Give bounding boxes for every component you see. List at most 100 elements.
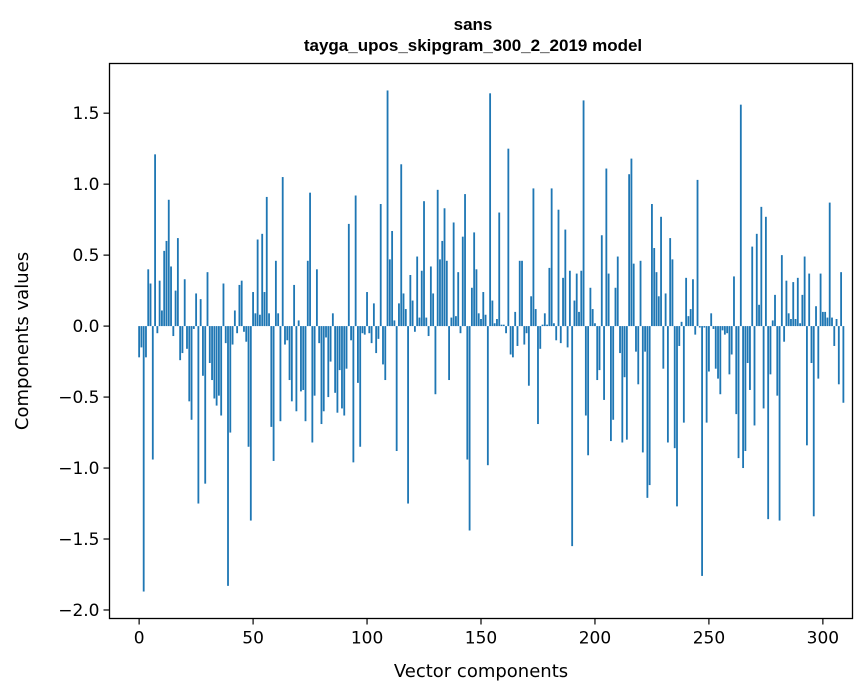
bar-273 bbox=[760, 206, 763, 327]
bar-134 bbox=[443, 208, 446, 327]
bar-145 bbox=[468, 326, 471, 531]
bar-72 bbox=[302, 326, 305, 390]
bar-203 bbox=[600, 235, 603, 327]
bar-153 bbox=[486, 326, 489, 466]
bar-159 bbox=[500, 324, 503, 327]
bar-57 bbox=[268, 313, 270, 327]
bar-132 bbox=[439, 259, 441, 327]
bar-209 bbox=[614, 287, 617, 327]
bar-157 bbox=[496, 319, 498, 327]
bar-148 bbox=[475, 269, 478, 327]
bar-196 bbox=[584, 326, 587, 416]
bar-239 bbox=[682, 326, 685, 423]
y-tick-label: 1.0 bbox=[72, 175, 99, 195]
bar-82 bbox=[325, 326, 327, 338]
bar-261 bbox=[733, 276, 735, 327]
bar-144 bbox=[466, 326, 469, 460]
bar-16 bbox=[174, 290, 177, 327]
bar-224 bbox=[648, 326, 651, 486]
bar-94 bbox=[352, 326, 355, 463]
bar-166 bbox=[516, 326, 519, 346]
bar-22 bbox=[188, 326, 191, 402]
bar-92 bbox=[347, 223, 350, 327]
bar-38 bbox=[224, 326, 227, 344]
bar-130 bbox=[434, 326, 437, 395]
bar-291 bbox=[801, 294, 804, 327]
bar-28 bbox=[202, 326, 204, 376]
bar-262 bbox=[735, 326, 738, 415]
x-tick-label: 0 bbox=[134, 629, 145, 649]
bar-198 bbox=[589, 287, 592, 327]
bar-219 bbox=[637, 326, 640, 385]
bar-177 bbox=[541, 324, 544, 327]
bar-113 bbox=[395, 326, 398, 452]
bar-21 bbox=[186, 326, 188, 349]
bar-169 bbox=[523, 326, 526, 345]
bar-0 bbox=[138, 326, 141, 358]
bar-86 bbox=[334, 326, 337, 393]
bar-150 bbox=[480, 319, 482, 327]
bar-69 bbox=[295, 326, 298, 412]
bar-56 bbox=[265, 196, 268, 327]
bar-230 bbox=[662, 326, 665, 369]
bar-247 bbox=[701, 326, 703, 576]
bar-165 bbox=[514, 311, 517, 327]
bar-108 bbox=[384, 326, 387, 381]
bar-200 bbox=[594, 323, 596, 327]
bar-309 bbox=[842, 326, 845, 403]
bar-182 bbox=[553, 323, 555, 327]
bar-296 bbox=[812, 326, 815, 517]
bar-226 bbox=[653, 248, 656, 327]
bar-61 bbox=[277, 313, 280, 327]
bar-171 bbox=[527, 326, 530, 386]
bar-103 bbox=[372, 303, 375, 327]
x-tick-label: 200 bbox=[579, 629, 611, 649]
bar-199 bbox=[591, 309, 594, 327]
bar-254 bbox=[717, 326, 719, 379]
bar-301 bbox=[824, 311, 827, 327]
bar-201 bbox=[596, 326, 599, 381]
bar-138 bbox=[452, 222, 455, 327]
bar-257 bbox=[723, 326, 726, 335]
bar-195 bbox=[582, 100, 585, 327]
bar-126 bbox=[425, 317, 428, 327]
bar-278 bbox=[771, 320, 774, 327]
bar-184 bbox=[557, 209, 560, 327]
bar-9 bbox=[158, 280, 161, 327]
bar-48 bbox=[247, 326, 250, 447]
bar-33 bbox=[213, 326, 216, 399]
bar-237 bbox=[678, 326, 681, 346]
bar-283 bbox=[783, 326, 786, 342]
bar-44 bbox=[238, 284, 241, 327]
bar-186 bbox=[562, 277, 564, 327]
bar-156 bbox=[493, 323, 496, 327]
bar-152 bbox=[484, 314, 487, 327]
bar-205 bbox=[605, 168, 608, 327]
bar-213 bbox=[623, 326, 626, 378]
bar-66 bbox=[288, 326, 291, 381]
bar-246 bbox=[698, 326, 701, 328]
bar-39 bbox=[227, 326, 229, 586]
bar-3 bbox=[145, 326, 147, 358]
y-tick-label: −2.0 bbox=[58, 601, 99, 621]
bar-267 bbox=[746, 326, 749, 364]
bar-275 bbox=[764, 216, 767, 327]
bar-122 bbox=[416, 256, 419, 327]
bar-178 bbox=[543, 313, 546, 327]
bar-231 bbox=[664, 293, 667, 327]
bar-241 bbox=[687, 316, 690, 327]
bar-187 bbox=[564, 229, 567, 327]
bar-105 bbox=[377, 326, 380, 339]
bar-115 bbox=[400, 164, 403, 327]
bar-64 bbox=[284, 326, 286, 345]
bar-60 bbox=[274, 260, 277, 327]
bar-188 bbox=[566, 326, 569, 348]
bar-110 bbox=[388, 259, 391, 327]
bar-167 bbox=[518, 260, 521, 327]
bar-79 bbox=[318, 326, 321, 344]
x-tick-label: 100 bbox=[351, 629, 383, 649]
y-tick-label: 1.5 bbox=[72, 104, 99, 124]
bar-234 bbox=[671, 259, 674, 327]
bar-30 bbox=[206, 272, 209, 327]
bar-281 bbox=[778, 326, 781, 521]
